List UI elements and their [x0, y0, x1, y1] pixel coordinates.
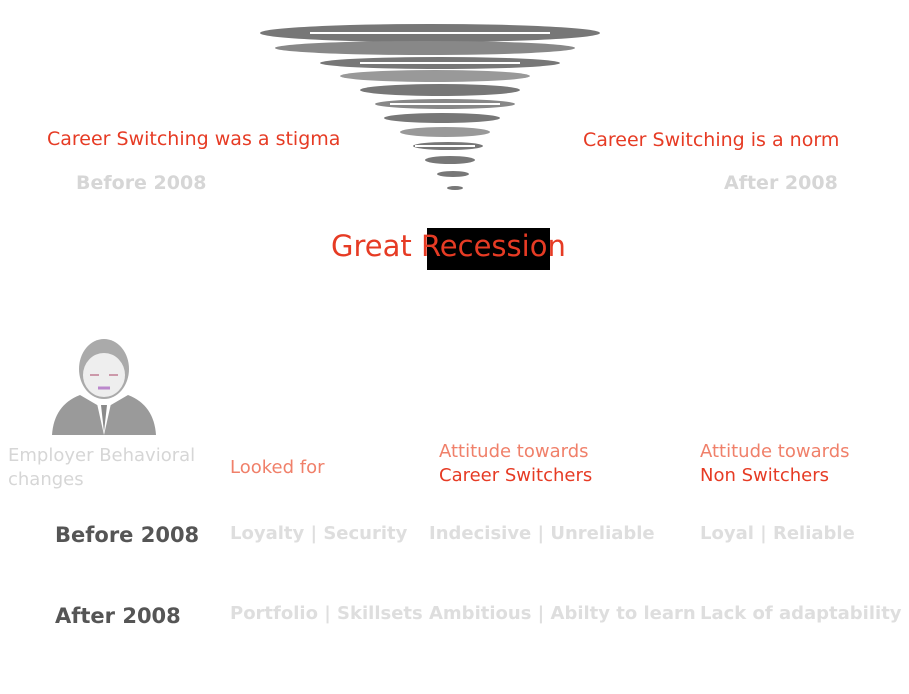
row-label: Before 2008: [55, 523, 200, 547]
left-year: Before 2008: [76, 172, 207, 194]
cell: Indecisive | Unreliable: [429, 523, 655, 544]
header-line: Attitude towards: [439, 441, 589, 462]
cell: Loyalty | Security: [230, 523, 408, 544]
cell: Lack of adaptability: [700, 603, 902, 624]
row-label: After 2008: [55, 604, 181, 628]
header-employer: Employer Behavioral changes: [8, 444, 195, 492]
header-attitude-non-switchers: Attitude towards Non Switchers: [700, 440, 850, 488]
title-highlight: [427, 228, 550, 270]
left-label: Career Switching was a stigma: [47, 128, 341, 150]
header-line: Employer Behavioral: [8, 445, 196, 466]
cell: Portfolio | Skillsets: [230, 603, 423, 624]
cell: Ambitious | Abilty to learn: [429, 603, 696, 624]
header-looked-for: Looked for: [230, 457, 325, 478]
header-line: Non Switchers: [700, 465, 829, 486]
header-attitude-switchers: Attitude towards Career Switchers: [439, 440, 592, 488]
tornado-gaps: [310, 32, 550, 147]
header-line: Attitude towards: [700, 441, 850, 462]
header-line: Career Switchers: [439, 465, 593, 486]
right-year: After 2008: [724, 172, 838, 194]
title: Great Recession: [331, 229, 566, 263]
tornado-icon: [260, 24, 600, 190]
person-icon: [52, 339, 156, 435]
header-line: changes: [8, 469, 84, 490]
tornado-swirls: [260, 24, 600, 190]
right-label: Career Switching is a norm: [583, 129, 840, 151]
cell: Loyal | Reliable: [700, 523, 855, 544]
